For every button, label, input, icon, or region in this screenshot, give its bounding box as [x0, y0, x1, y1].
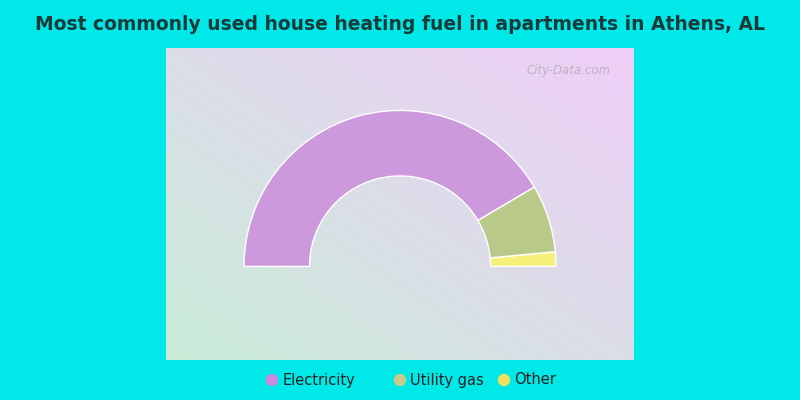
- Wedge shape: [490, 252, 556, 266]
- Point: [498, 377, 510, 383]
- Text: Most commonly used house heating fuel in apartments in Athens, AL: Most commonly used house heating fuel in…: [35, 14, 765, 34]
- Point: [266, 377, 278, 383]
- Text: Other: Other: [514, 372, 556, 388]
- Wedge shape: [478, 187, 555, 258]
- Text: Utility gas: Utility gas: [410, 372, 484, 388]
- Point: [394, 377, 406, 383]
- Text: City-Data.com: City-Data.com: [526, 64, 610, 77]
- Wedge shape: [244, 110, 534, 266]
- Text: Electricity: Electricity: [282, 372, 355, 388]
